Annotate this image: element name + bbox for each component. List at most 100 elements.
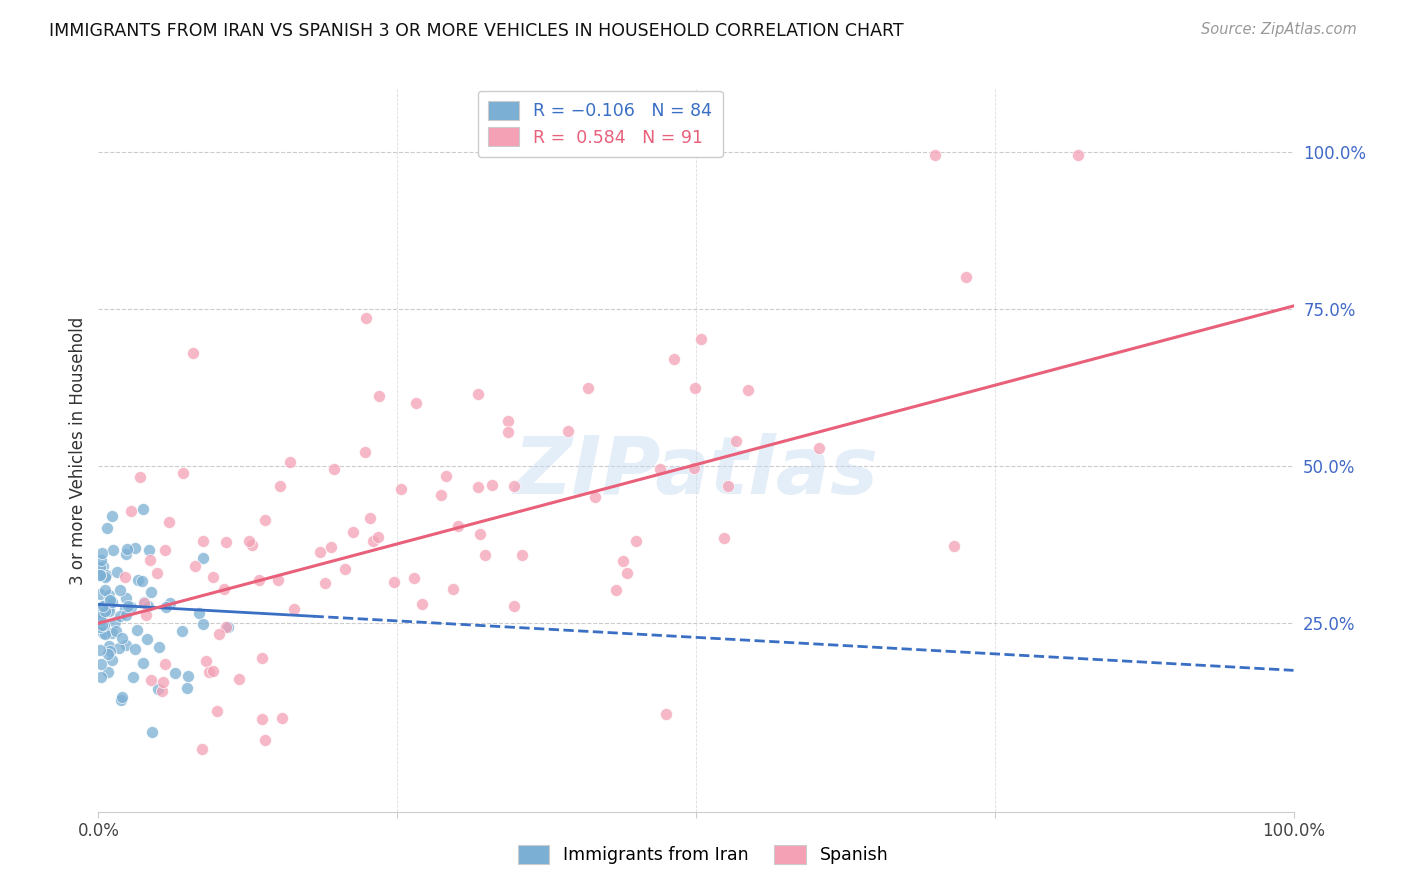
Point <box>98 604 121 618</box>
Point <box>145 566 167 580</box>
Point <box>117 599 139 613</box>
Point <box>90 553 112 567</box>
Point <box>655 706 678 721</box>
Point <box>402 571 425 585</box>
Point <box>467 480 489 494</box>
Point <box>172 467 194 481</box>
Point <box>101 626 124 640</box>
Point <box>94 582 117 597</box>
Point <box>89 560 111 574</box>
Point <box>184 558 207 573</box>
Point <box>152 674 174 689</box>
Point <box>202 570 225 584</box>
Point <box>110 609 132 624</box>
Point <box>191 742 214 756</box>
Point <box>90 671 112 685</box>
Point <box>89 604 111 618</box>
Point <box>382 575 405 590</box>
Point <box>252 651 274 665</box>
Point <box>682 460 704 475</box>
Point <box>131 574 153 588</box>
Point <box>97 640 120 654</box>
Point <box>238 533 260 548</box>
Point <box>115 542 138 557</box>
Point <box>212 582 235 596</box>
Point <box>114 548 136 562</box>
Point <box>367 530 389 544</box>
Point <box>108 583 131 598</box>
Point <box>197 665 219 680</box>
Point <box>124 642 146 657</box>
Point <box>443 582 465 597</box>
Point <box>163 665 186 680</box>
Point <box>496 414 519 428</box>
Point <box>127 573 149 587</box>
Point <box>583 490 606 504</box>
Point <box>115 591 138 605</box>
Point <box>269 479 291 493</box>
Point <box>510 548 533 562</box>
Point <box>240 538 263 552</box>
Point <box>467 386 489 401</box>
Point <box>90 613 112 627</box>
Point <box>101 543 124 558</box>
Point <box>624 533 647 548</box>
Point <box>228 673 250 687</box>
Point <box>89 568 111 582</box>
Legend: Immigrants from Iran, Spanish: Immigrants from Iran, Spanish <box>509 836 897 872</box>
Point <box>111 690 134 704</box>
Point <box>89 642 111 657</box>
Point <box>191 550 214 565</box>
Point <box>89 620 111 634</box>
Point <box>309 545 332 559</box>
Text: Source: ZipAtlas.com: Source: ZipAtlas.com <box>1201 22 1357 37</box>
Point <box>215 535 238 549</box>
Point <box>91 599 114 613</box>
Point <box>100 508 122 523</box>
Point <box>267 573 290 587</box>
Point <box>557 424 579 438</box>
Point <box>176 681 198 695</box>
Point <box>91 546 114 560</box>
Point <box>98 600 121 615</box>
Point <box>662 352 685 367</box>
Point <box>271 711 294 725</box>
Point <box>405 396 427 410</box>
Point <box>955 269 977 284</box>
Point <box>146 682 169 697</box>
Point <box>389 483 412 497</box>
Point <box>323 461 346 475</box>
Point <box>90 657 112 671</box>
Point <box>155 543 177 558</box>
Point <box>191 616 214 631</box>
Point <box>93 616 115 631</box>
Point <box>430 488 453 502</box>
Point <box>139 585 162 599</box>
Point <box>131 656 153 670</box>
Point <box>155 599 177 614</box>
Point <box>172 624 194 639</box>
Point <box>101 653 124 667</box>
Point <box>89 568 111 582</box>
Point <box>502 478 524 492</box>
Point <box>94 626 117 640</box>
Point <box>335 562 357 576</box>
Text: ZIPatlas: ZIPatlas <box>513 434 879 511</box>
Point <box>132 596 155 610</box>
Point <box>157 515 180 529</box>
Point <box>97 588 120 602</box>
Point <box>578 381 600 395</box>
Point <box>120 504 142 518</box>
Point <box>314 576 336 591</box>
Point <box>368 389 391 403</box>
Point <box>127 623 149 637</box>
Point <box>148 640 170 655</box>
Point <box>104 624 127 638</box>
Point <box>1067 148 1090 162</box>
Point <box>114 570 136 584</box>
Point <box>202 664 225 678</box>
Point <box>737 383 759 397</box>
Point <box>612 553 634 567</box>
Point <box>138 542 160 557</box>
Point <box>96 521 118 535</box>
